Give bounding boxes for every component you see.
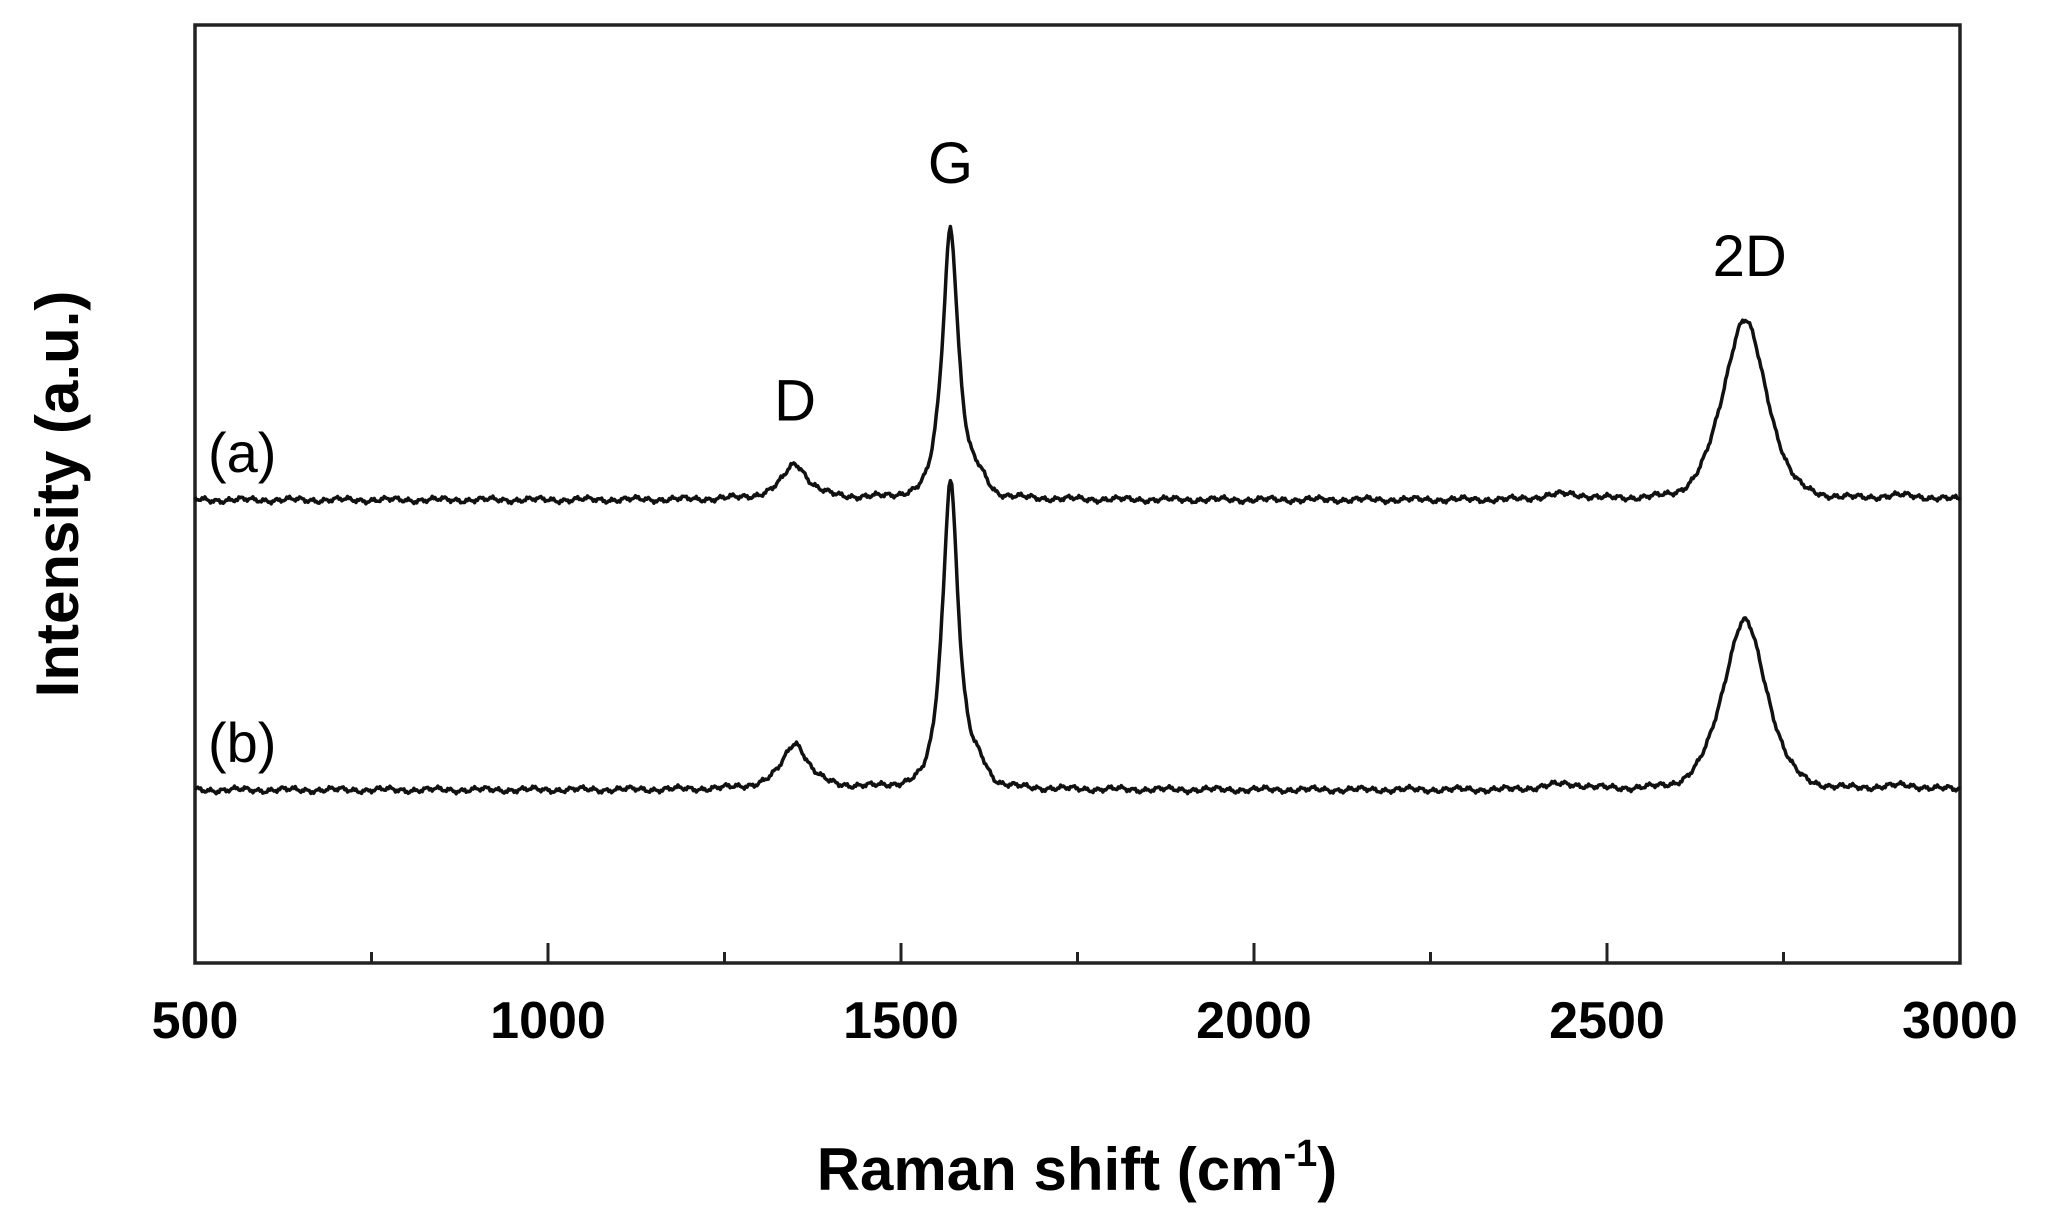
x-tick-label: 1000 [490, 992, 606, 1050]
x-axis-title: Raman shift (cm-1) [817, 1133, 1338, 1203]
x-axis-tick-labels: 500 1000 1500 2000 2500 3000 [152, 992, 2018, 1050]
peak-annotations: D G 2D [774, 131, 1787, 434]
plot-frame [193, 23, 1962, 965]
x-tick-label: 1500 [843, 992, 959, 1050]
x-tick-label: 3000 [1902, 992, 2018, 1050]
spectrum-line-b [193, 478, 1961, 796]
x-tick-label: 500 [152, 992, 239, 1050]
series-labels: (a) (b) [208, 421, 276, 774]
peak-label: G [928, 131, 973, 196]
y-axis-title: Intensity (a.u.) [24, 291, 91, 698]
x-tick-label: 2500 [1549, 992, 1665, 1050]
x-tick-label: 2000 [1196, 992, 1312, 1050]
peak-label: 2D [1713, 224, 1787, 289]
spectra [193, 224, 1962, 796]
peak-label: D [774, 369, 816, 434]
series-label: (b) [208, 711, 276, 774]
x-axis-ticks [193, 943, 1962, 963]
series-label: (a) [208, 421, 276, 484]
spectrum-line-a [193, 224, 1962, 506]
